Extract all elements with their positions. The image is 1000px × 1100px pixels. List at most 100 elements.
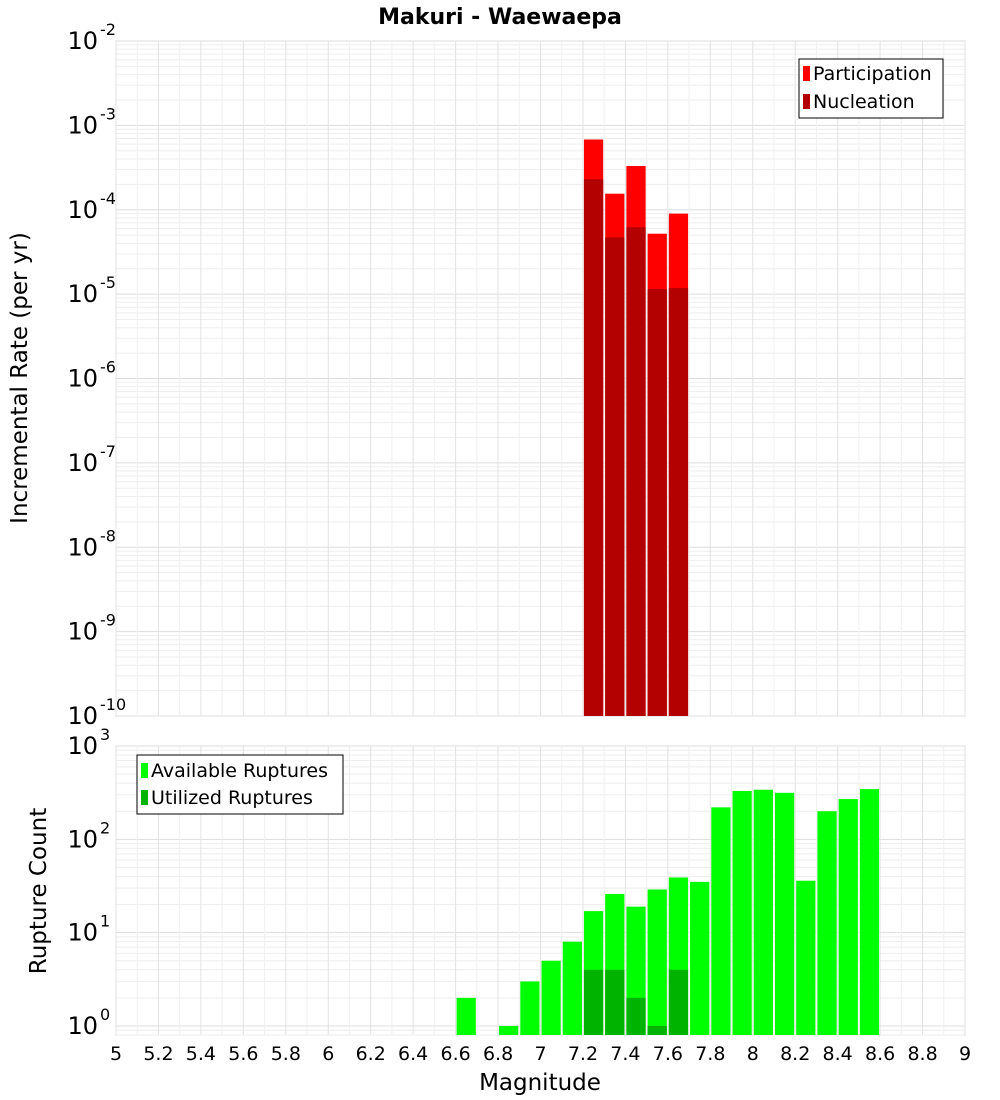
bar-available-ruptures	[753, 789, 773, 1035]
y-tick-label: 10 3	[67, 725, 110, 760]
bar-utilized-ruptures	[626, 997, 646, 1035]
bar-utilized-ruptures	[605, 969, 625, 1035]
y-tick-label: 10 -2	[67, 20, 116, 55]
bottom-legend-box	[136, 754, 344, 815]
top-legend: Participation Nucleation	[798, 58, 944, 119]
y-tick-label: 10 -8	[67, 526, 116, 561]
bar-available-ruptures	[541, 960, 561, 1035]
x-tick-label: 5	[110, 1043, 122, 1065]
y-tick-exponent: -8	[100, 526, 116, 545]
y-tick-label: 10 -6	[67, 358, 116, 393]
x-tick-label: 6.4	[398, 1043, 428, 1065]
x-tick-label: 5.8	[271, 1043, 301, 1065]
bar-available-ruptures	[774, 792, 795, 1035]
bar-available-ruptures	[456, 997, 476, 1035]
y-tick-exponent: 1	[100, 912, 110, 931]
y-tick-exponent: -7	[100, 442, 116, 461]
legend-swatch-utilized-ruptures	[141, 790, 148, 805]
chart-title: Makuri - Waewaepa	[378, 5, 622, 30]
legend-label-nucleation: Nucleation	[813, 91, 915, 113]
x-tick-label: 7.2	[568, 1043, 598, 1065]
bar-available-ruptures	[711, 807, 731, 1035]
y-tick-label: 10 -5	[67, 273, 116, 308]
y-tick-base: 10	[67, 111, 98, 139]
x-tick-label: 7.8	[695, 1043, 725, 1065]
bar-available-ruptures	[499, 1025, 519, 1035]
legend-label-utilized-ruptures: Utilized Ruptures	[151, 787, 313, 809]
bar-nucleation	[583, 179, 604, 716]
x-tick-label: 8.6	[865, 1043, 895, 1065]
y-tick-exponent: -2	[100, 20, 116, 39]
x-tick-label: 5.2	[143, 1043, 173, 1065]
bar-utilized-ruptures	[583, 969, 604, 1035]
x-tick-label: 7.4	[610, 1043, 640, 1065]
bar-available-ruptures	[817, 811, 837, 1035]
y-tick-base: 10	[67, 618, 98, 646]
y-tick-label: 10 -3	[67, 104, 116, 139]
bar-available-ruptures	[838, 799, 858, 1035]
legend-label-available-ruptures: Available Ruptures	[151, 760, 328, 782]
x-tick-label: 8.4	[823, 1043, 853, 1065]
y-tick-label: 10 -7	[67, 442, 116, 477]
x-tick-label: 8.2	[780, 1043, 810, 1065]
bar-nucleation	[605, 237, 625, 716]
y-tick-exponent: -5	[100, 273, 116, 292]
y-tick-base: 10	[67, 533, 98, 561]
y-tick-base: 10	[67, 27, 98, 55]
legend-swatch-available-ruptures	[141, 763, 148, 778]
bar-available-ruptures	[520, 981, 540, 1035]
y-tick-base: 10	[67, 196, 98, 224]
bottom-gridlines	[115, 745, 966, 1036]
bottom-x-ticks: 5 5.2 5.4 5.6 5.8 6 6.2 6.4 6.6 6.8 7 7.2 7.4 7.6 7.8 8…	[110, 1043, 971, 1065]
y-tick-base: 10	[67, 825, 98, 853]
x-axis-label: Magnitude	[479, 1070, 601, 1096]
x-tick-label: 5.4	[186, 1043, 216, 1065]
y-tick-label: 10 -9	[67, 611, 116, 646]
x-tick-label: 6	[322, 1043, 334, 1065]
y-tick-label: 10 1	[67, 912, 110, 947]
top-gridlines	[115, 40, 966, 717]
x-tick-label: 8	[747, 1043, 759, 1065]
y-tick-exponent: -6	[100, 358, 116, 377]
bar-available-ruptures	[562, 941, 582, 1035]
y-tick-label: 10 2	[67, 818, 110, 853]
y-tick-exponent: -4	[100, 189, 116, 208]
top-legend-box	[798, 58, 944, 119]
bar-utilized-ruptures	[668, 969, 689, 1035]
bottom-bars	[456, 789, 880, 1035]
bar-available-ruptures	[647, 889, 667, 1035]
y-tick-base: 10	[67, 280, 98, 308]
y-tick-base: 10	[67, 449, 98, 477]
top-bars	[583, 139, 689, 717]
x-tick-label: 6.8	[483, 1043, 513, 1065]
bar-nucleation	[626, 227, 646, 716]
x-tick-label: 6.2	[356, 1043, 386, 1065]
bar-utilized-ruptures	[647, 1025, 667, 1035]
y-tick-base: 10	[67, 732, 98, 760]
y-tick-exponent: -10	[100, 695, 126, 714]
y-tick-exponent: 0	[100, 1005, 110, 1024]
x-tick-label: 6.6	[440, 1043, 470, 1065]
legend-label-participation: Participation	[813, 63, 932, 85]
bar-nucleation	[647, 289, 667, 716]
bar-available-ruptures	[690, 881, 710, 1035]
y-tick-base: 10	[67, 365, 98, 393]
y-tick-exponent: 3	[100, 725, 110, 744]
y-tick-base: 10	[67, 919, 98, 947]
x-tick-label: 7	[534, 1043, 546, 1065]
bar-available-ruptures	[732, 790, 752, 1035]
y-tick-label: 10 -10	[67, 695, 126, 730]
bottom-y-axis-label: Rupture Count	[26, 808, 52, 974]
legend-swatch-participation	[803, 66, 810, 81]
legend-swatch-nucleation	[803, 94, 810, 109]
x-tick-label: 8.8	[907, 1043, 937, 1065]
top-y-axis-label: Incremental Rate (per yr)	[7, 232, 33, 524]
bottom-legend: Available Ruptures Utilized Ruptures	[136, 754, 344, 815]
x-tick-label: 9	[959, 1043, 971, 1065]
y-tick-base: 10	[67, 1012, 98, 1040]
bar-nucleation	[668, 288, 689, 716]
